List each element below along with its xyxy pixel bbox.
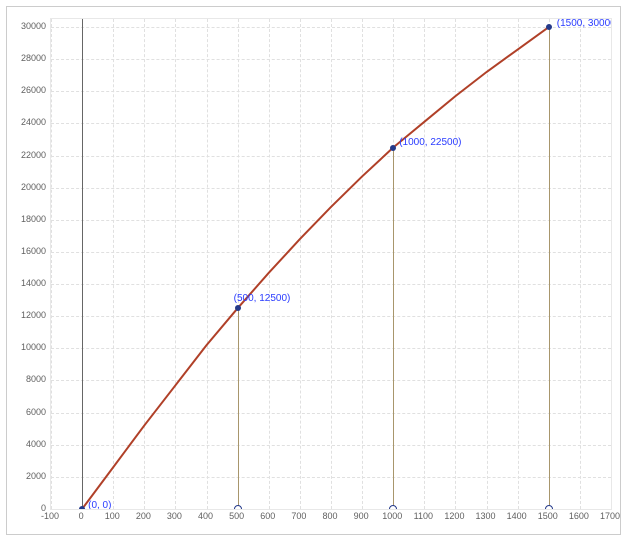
x-tick-label: 900 [354, 511, 369, 521]
point-marker [79, 506, 85, 510]
x-axis [51, 509, 611, 510]
point-label: (500, 12500) [234, 293, 291, 304]
x-tick-label: 400 [198, 511, 213, 521]
plot-area: (0, 0) (500, 12500) (1000, 22500) (1500, 30… [50, 18, 612, 510]
y-tick-label: 26000 [21, 85, 46, 95]
x-tick-label: 300 [167, 511, 182, 521]
x-tick-label: 1400 [507, 511, 527, 521]
y-tick-label: 16000 [21, 246, 46, 256]
point-label: (0, 0) [88, 500, 111, 510]
y-tick-label: 0 [41, 503, 46, 513]
curve-svg [51, 19, 611, 509]
x-tick-label: 1100 [414, 511, 433, 521]
x-tick-label: 800 [322, 511, 337, 521]
grid-vertical [611, 19, 612, 509]
y-tick-label: 28000 [21, 53, 46, 63]
x-tick-label: 1700 [600, 511, 620, 521]
y-tick-label: 2000 [26, 471, 46, 481]
x-tick-label: 1600 [569, 511, 589, 521]
x-tick-label: 700 [291, 511, 306, 521]
y-tick-label: 6000 [26, 407, 46, 417]
point-marker [390, 145, 396, 151]
x-tick-label: 100 [105, 511, 120, 521]
y-tick-label: 8000 [26, 374, 46, 384]
point-label: (1500, 30000) [557, 18, 612, 29]
x-tick-label: 1500 [538, 511, 558, 521]
x-tick-label: 1300 [476, 511, 496, 521]
x-tick-label: 200 [136, 511, 151, 521]
x-tick-label: 1200 [444, 511, 464, 521]
x-tick-label: 1000 [382, 511, 402, 521]
point-marker [235, 305, 241, 311]
y-tick-label: 4000 [26, 439, 46, 449]
chart-container: (0, 0) (500, 12500) (1000, 22500) (1500, 30… [0, 0, 627, 541]
y-tick-label: 10000 [21, 342, 46, 352]
x-tick-label: 0 [79, 511, 84, 521]
grid-horizontal [51, 509, 611, 510]
x-tick-label: 600 [260, 511, 275, 521]
y-tick-label: 22000 [21, 150, 46, 160]
y-tick-label: 24000 [21, 117, 46, 127]
y-tick-label: 14000 [21, 278, 46, 288]
point-marker [546, 24, 552, 30]
y-tick-label: 12000 [21, 310, 46, 320]
curve-path [82, 27, 549, 509]
point-label: (1000, 22500) [399, 137, 461, 148]
y-tick-label: 18000 [21, 214, 46, 224]
y-tick-label: 20000 [21, 182, 46, 192]
y-tick-label: 30000 [21, 21, 46, 31]
x-tick-label: 500 [229, 511, 244, 521]
